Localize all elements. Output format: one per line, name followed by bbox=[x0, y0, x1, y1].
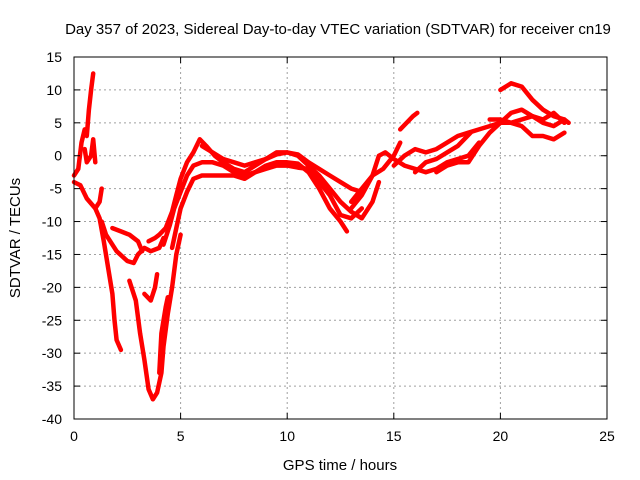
series-trace-sat-f bbox=[110, 225, 145, 254]
series-trace-sat-c bbox=[71, 179, 104, 211]
series-trace-sat-m bbox=[199, 143, 382, 221]
x-tick-label: 5 bbox=[177, 428, 185, 444]
y-axis-label: SDTVAR / TECUs bbox=[7, 178, 24, 298]
x-tick-label: 10 bbox=[279, 428, 295, 444]
y-tick-label: 10 bbox=[46, 82, 62, 98]
series-trace-sat-e bbox=[99, 219, 166, 266]
data-traces bbox=[71, 71, 571, 402]
y-tick-label: -25 bbox=[42, 312, 62, 328]
y-tick-label: -35 bbox=[42, 378, 62, 394]
y-tick-label: -40 bbox=[42, 411, 62, 427]
plot-frame bbox=[73, 56, 608, 420]
x-tick-label: 15 bbox=[386, 428, 402, 444]
series-trace-sat-o bbox=[348, 140, 482, 211]
series-trace-sat-g bbox=[127, 232, 183, 402]
x-tick-label: 25 bbox=[599, 428, 615, 444]
series-trace-sat-b bbox=[82, 137, 98, 165]
series-trace-sat-u bbox=[487, 110, 567, 126]
y-tick-label: -10 bbox=[42, 214, 62, 230]
series-trace-sat-h bbox=[142, 271, 160, 303]
chart-title: Day 357 of 2023, Sidereal Day-to-day VTE… bbox=[65, 21, 611, 38]
axis-ticks: 0 5 10 15 20 25 -40 -35 -30 -25 -20 -15 -10 -5 0 5 10 15 bbox=[42, 49, 615, 444]
y-tick-label: -30 bbox=[42, 345, 62, 361]
x-tick-label: 20 bbox=[493, 428, 509, 444]
series-trace-sat-r bbox=[412, 130, 473, 175]
series-trace-sat-i bbox=[157, 294, 171, 376]
y-tick-label: 15 bbox=[46, 49, 62, 65]
y-tick-label: -20 bbox=[42, 279, 62, 295]
x-tick-label: 0 bbox=[70, 428, 78, 444]
series-trace-sat-p bbox=[397, 110, 420, 132]
y-tick-label: -15 bbox=[42, 246, 62, 262]
series-trace-sat-n bbox=[348, 140, 403, 205]
series-trace-sat-a bbox=[71, 71, 96, 178]
series-trace-sat-l bbox=[169, 160, 350, 251]
y-tick-label: 5 bbox=[54, 115, 62, 131]
series-trace-sat-s bbox=[434, 120, 567, 175]
x-axis-label: GPS time / hours bbox=[283, 457, 397, 474]
y-tick-label: 0 bbox=[54, 148, 62, 164]
y-tick-label: -5 bbox=[50, 181, 63, 197]
